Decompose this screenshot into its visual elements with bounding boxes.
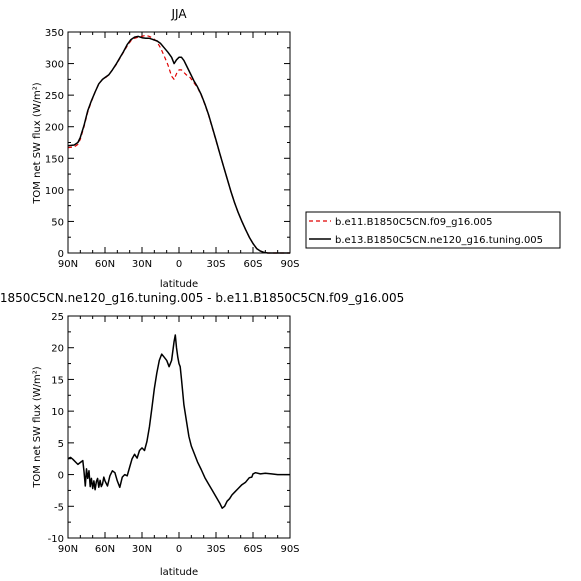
y-tick-label: 150 (45, 154, 64, 165)
series-line-1 (67, 34, 290, 254)
x-axis-label: latitude (160, 279, 198, 290)
y-tick-label: 0 (58, 471, 64, 482)
y-tick-label: 200 (45, 123, 64, 134)
y-axis-label: TOM net SW flux (W/m²) (32, 366, 43, 488)
y-tick-label: 350 (45, 28, 64, 39)
x-tick-label: 60N (95, 544, 115, 555)
plot-frame (67, 315, 291, 539)
legend-box (305, 211, 561, 249)
x-tick-label: 90S (280, 544, 299, 555)
x-tick-label: 0 (176, 259, 182, 270)
legend-label-series-1: b.e11.B1850C5CN.f09_g16.005 (335, 217, 492, 228)
axis-ticks: 90N 60N 30N 0 30S 60S 90S 0 50 100 150 200 250 300 350 (45, 28, 300, 270)
y-tick-label: -10 (48, 534, 64, 545)
series-line-2 (67, 35, 290, 254)
y-tick-label: 50 (51, 217, 64, 228)
difference-chart-title: b.e13.B1850C5CN.ne120_g16.tuning.005 - b… (0, 291, 404, 305)
x-tick-label: 30S (206, 544, 225, 555)
x-tick-label: 0 (176, 544, 182, 555)
y-tick-label: 300 (45, 60, 64, 71)
panel-bottom: b.e13.B1850C5CN.ne120_g16.tuning.005 - b… (0, 291, 404, 578)
y-tick-label: 15 (51, 375, 64, 386)
x-tick-label: 90N (58, 259, 78, 270)
x-tick-label: 90S (280, 259, 299, 270)
x-tick-label: 90N (58, 544, 78, 555)
y-axis-label: TOM net SW flux (W/m²) (32, 82, 43, 204)
chart-title: JJA (170, 7, 187, 21)
x-tick-label: 60N (95, 259, 115, 270)
x-tick-label: 60S (243, 544, 262, 555)
x-axis-label: latitude (160, 567, 198, 578)
y-tick-label: 100 (45, 186, 64, 197)
series-layer (67, 334, 290, 509)
legend: b.e11.B1850C5CN.f09_g16.005 b.e13.B1850C… (305, 211, 561, 249)
series-line-1 (67, 334, 290, 509)
y-tick-label: 10 (51, 407, 64, 418)
y-tick-label: -5 (54, 502, 64, 513)
y-tick-label: 0 (58, 249, 64, 260)
y-tick-label: 5 (58, 439, 64, 450)
y-tick-label: 250 (45, 91, 64, 102)
x-tick-label: 60S (243, 259, 262, 270)
legend-label-series-2: b.e13.B1850C5CN.ne120_g16.tuning.005 (335, 235, 543, 246)
y-tick-label: 25 (51, 312, 64, 323)
x-tick-label: 30S (206, 259, 225, 270)
x-tick-label: 30N (132, 259, 152, 270)
panel-top: JJA latitude TOM net SW flux (W/m²) 90N 6… (32, 7, 300, 290)
y-tick-label: 20 (51, 344, 64, 355)
series-layer (67, 34, 290, 254)
plot-frame (67, 31, 291, 254)
x-tick-label: 30N (132, 544, 152, 555)
